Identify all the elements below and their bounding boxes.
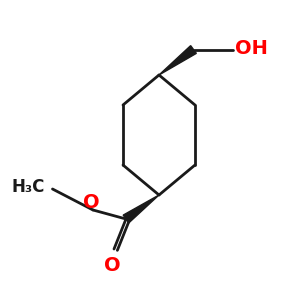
Text: OH: OH <box>236 38 268 58</box>
Polygon shape <box>123 195 159 223</box>
Text: O: O <box>83 193 100 212</box>
Text: H₃C: H₃C <box>12 178 45 196</box>
Polygon shape <box>159 46 196 75</box>
Text: O: O <box>104 256 121 275</box>
